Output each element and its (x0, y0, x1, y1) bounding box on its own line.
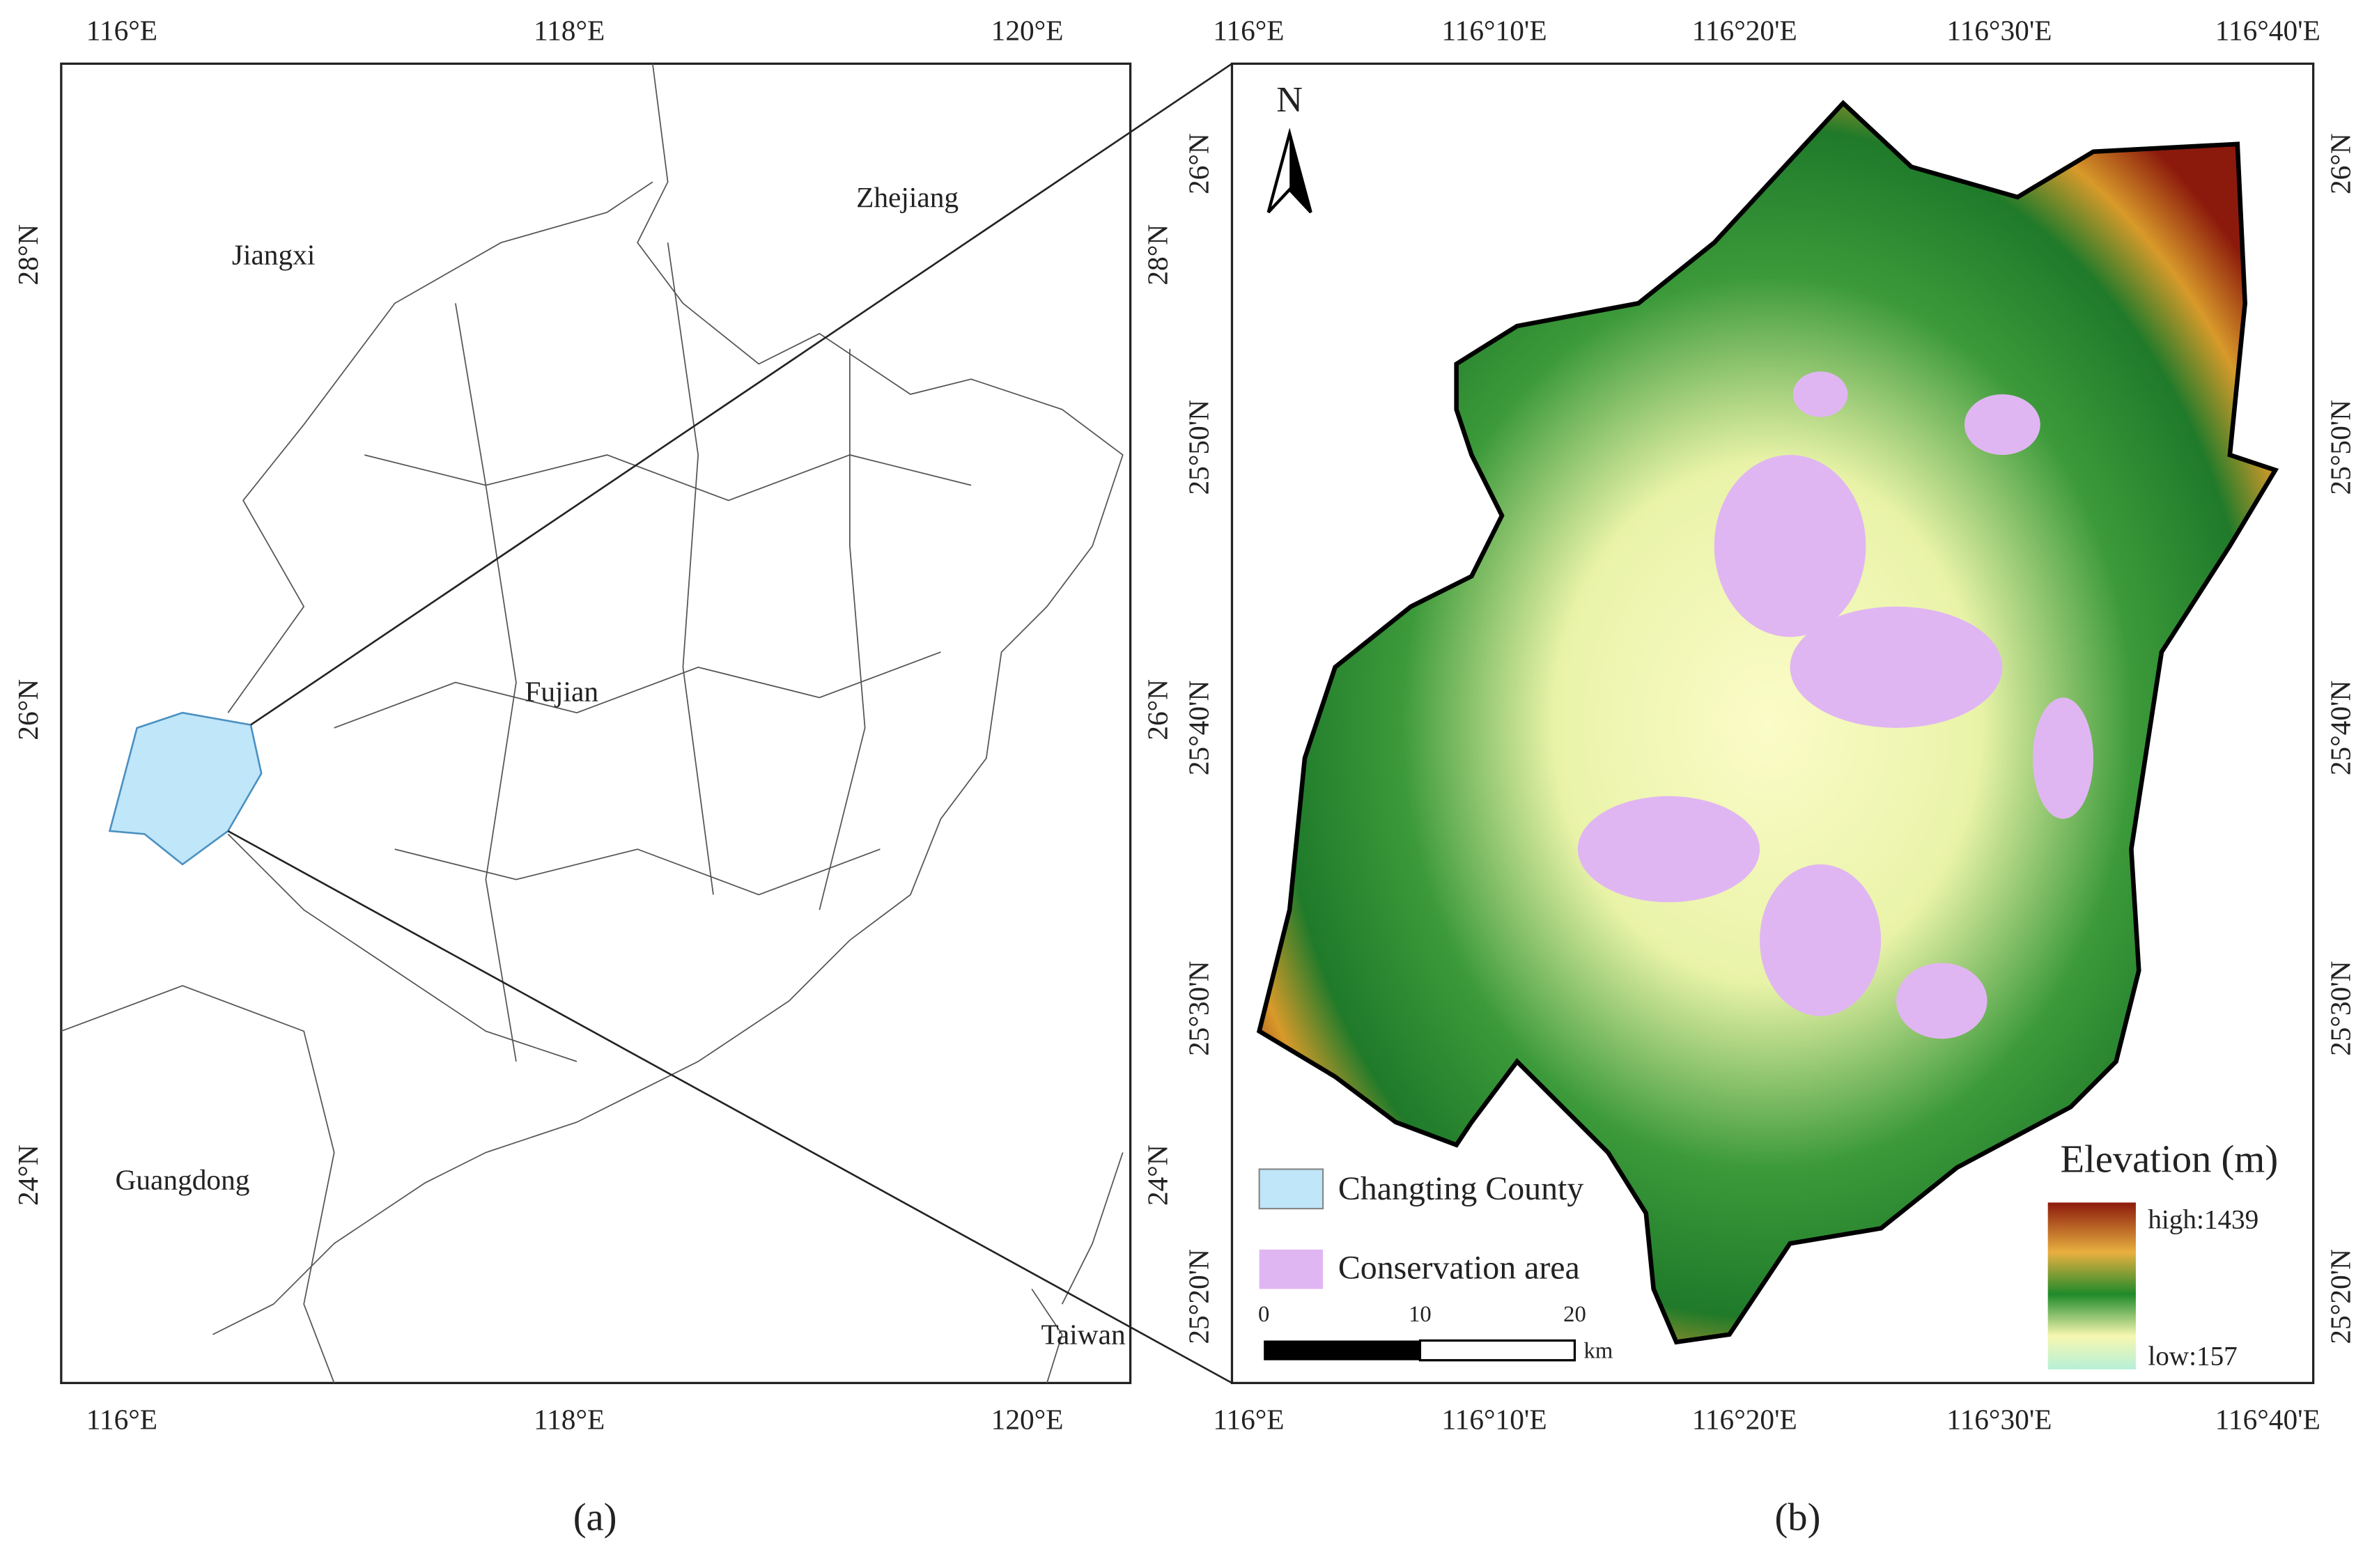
lat-label: 25°40'N (1182, 681, 1214, 776)
lat-label: 26°N (1182, 133, 1214, 194)
color-bar (2047, 1202, 2136, 1369)
lon-label: 116°10'E (1442, 1403, 1547, 1435)
place-label: Fujian (525, 676, 598, 708)
lat-label: 25°30'N (2325, 961, 2357, 1056)
lon-label: 118°E (534, 14, 605, 46)
caption: (a) (573, 1496, 617, 1539)
legend-swatch (1258, 1168, 1324, 1210)
lat-label: 25°50'N (2325, 400, 2357, 495)
zoom-line (250, 63, 1233, 726)
lat-label: 24°N (1142, 1144, 1174, 1206)
lon-label: 116°40'E (2215, 1403, 2320, 1435)
lat-label: 28°N (1142, 224, 1174, 286)
elevation-high: high:1439 (2148, 1205, 2258, 1235)
place-label: Jiangxi (232, 239, 315, 271)
scale-label: 10 (1409, 1302, 1432, 1327)
boundaries (61, 63, 1124, 1383)
lon-label: 116°20'E (1692, 14, 1797, 46)
zoom-line (227, 830, 1233, 1384)
lon-label: 118°E (534, 1403, 605, 1435)
lat-label: 28°N (12, 224, 44, 286)
scale-bar (1418, 1339, 1576, 1362)
scale-label: 20 (1563, 1302, 1586, 1327)
elevation-title: Elevation (m) (2060, 1138, 2278, 1181)
lon-label: 116°30'E (1946, 1403, 2052, 1435)
lat-label: 25°50'N (1182, 400, 1214, 495)
caption: (b) (1774, 1496, 1820, 1539)
place-label: Guangdong (115, 1164, 249, 1196)
lon-label: 120°E (991, 1403, 1064, 1435)
scale-label: 0 (1258, 1302, 1269, 1327)
lon-label: 120°E (991, 14, 1064, 46)
lat-label: 25°40'N (2325, 681, 2357, 776)
lon-label: 116°E (86, 14, 157, 46)
lat-label: 24°N (12, 1144, 44, 1206)
lon-label: 116°10'E (1442, 14, 1547, 46)
north-label: N (1276, 79, 1303, 120)
lat-label: 26°N (12, 679, 44, 740)
lat-label: 25°30'N (1182, 961, 1214, 1056)
lat-label: 26°N (1142, 679, 1174, 740)
lat-label: 25°20'N (2325, 1249, 2357, 1344)
legend-swatch (1259, 1249, 1324, 1289)
legend-label: Changting County (1338, 1170, 1583, 1207)
lon-label: 116°40'E (2215, 14, 2320, 46)
scale-unit: km (1584, 1338, 1613, 1363)
lat-label: 25°20'N (1182, 1249, 1214, 1344)
scale-bar (1264, 1340, 1420, 1360)
lon-label: 116°E (1213, 14, 1284, 46)
conservation-areas (1577, 371, 2093, 1039)
place-label: Taiwan (1041, 1319, 1126, 1351)
lat-label: 26°N (2325, 133, 2357, 194)
legend-label: Conservation area (1338, 1249, 1580, 1286)
place-label: Zhejiang (856, 181, 959, 213)
lon-label: 116°E (1213, 1403, 1284, 1435)
elevation-low: low:157 (2148, 1342, 2237, 1372)
lon-label: 116°30'E (1946, 14, 2052, 46)
lon-label: 116°E (86, 1403, 157, 1435)
lon-label: 116°20'E (1692, 1403, 1797, 1435)
